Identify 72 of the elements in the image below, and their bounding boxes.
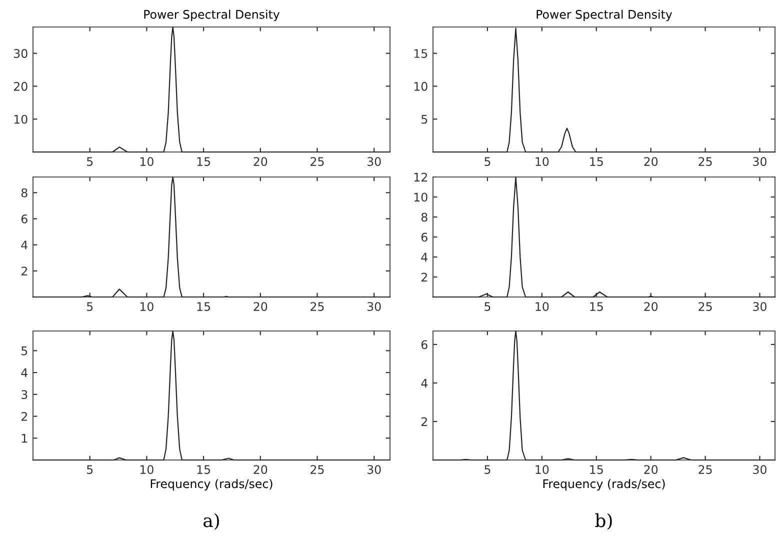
x-tick-label: 20 [254,465,268,474]
text: b) [595,513,612,530]
y-tick-label: 4 [421,378,428,388]
x-tick-label: 25 [698,302,712,311]
x-tick-label: 5 [484,302,490,311]
x-tick-label: 30 [753,465,766,474]
x-tick-label: 15 [590,465,603,474]
chart-title: Power Spectral Density [144,10,280,22]
x-tick-label: 20 [254,302,268,311]
y-tick-label: 5 [22,346,28,356]
x-tick-label: 5 [87,465,93,474]
x-tick-label: 15 [590,302,603,311]
line-series [432,28,776,153]
x-tick-label: 10 [536,157,549,166]
y-tick-label: 2 [421,272,427,282]
x-tick-label: 10 [140,302,154,311]
y-tick-label: 20 [14,82,28,91]
y-tick-label: 12 [414,172,427,182]
y-tick-label: 6 [421,232,428,242]
x-tick-label: 30 [753,157,766,166]
y-tick-label: 10 [14,114,28,124]
x-tick-label: 25 [310,465,324,474]
line-series [32,176,391,298]
y-tick-label: 5 [422,114,428,124]
x-axis-title: Frequency (rads/sec) [543,479,665,490]
x-tick-label: 25 [698,465,712,474]
x-tick-label: 10 [140,157,154,166]
y-tick-label: 6 [21,214,28,224]
line-series [432,176,776,298]
y-tick-label: 3 [22,390,28,400]
y-tick-label: 8 [421,212,428,222]
y-tick-label: 2 [21,266,27,276]
y-tick-label: 4 [21,240,28,250]
text: a) [203,513,219,530]
y-tick-label: 30 [14,49,28,58]
x-tick-label: 5 [87,157,93,166]
line-series [32,330,391,461]
x-tick-label: 15 [197,157,210,166]
x-tick-label: 15 [197,465,210,474]
x-tick-label: 25 [310,302,324,311]
x-tick-label: 30 [367,302,381,311]
y-tick-label: 6 [421,340,428,350]
x-tick-label: 10 [536,302,549,311]
y-tick-label: 2 [421,417,427,426]
y-tick-label: 10 [414,192,428,202]
x-tick-label: 15 [197,302,210,311]
y-tick-label: 8 [21,188,28,198]
x-tick-label: 20 [644,302,658,311]
y-tick-label: 15 [414,49,428,58]
x-axis-title: Frequency (rads/sec) [150,479,272,490]
x-tick-label: 5 [484,465,490,474]
x-tick-label: 10 [536,465,549,474]
y-tick-label: 2 [21,412,27,421]
x-tick-label: 30 [367,157,381,166]
x-tick-label: 5 [87,302,93,311]
y-tick-label: 1 [22,434,28,443]
chart-title: Power Spectral Density [536,10,672,22]
x-tick-label: 20 [254,157,268,166]
y-tick-label: 4 [421,252,428,262]
x-tick-label: 30 [753,302,766,311]
x-tick-label: 30 [367,465,381,474]
line-series [432,330,776,461]
x-tick-label: 25 [698,157,712,166]
y-tick-label: 4 [21,368,28,378]
x-tick-label: 20 [644,465,658,474]
x-tick-label: 10 [140,465,154,474]
x-tick-label: 5 [484,157,490,166]
x-tick-label: 25 [310,157,324,166]
x-tick-label: 15 [590,157,603,166]
x-tick-label: 20 [644,157,658,166]
y-tick-label: 10 [414,82,428,91]
line-series [32,26,391,153]
